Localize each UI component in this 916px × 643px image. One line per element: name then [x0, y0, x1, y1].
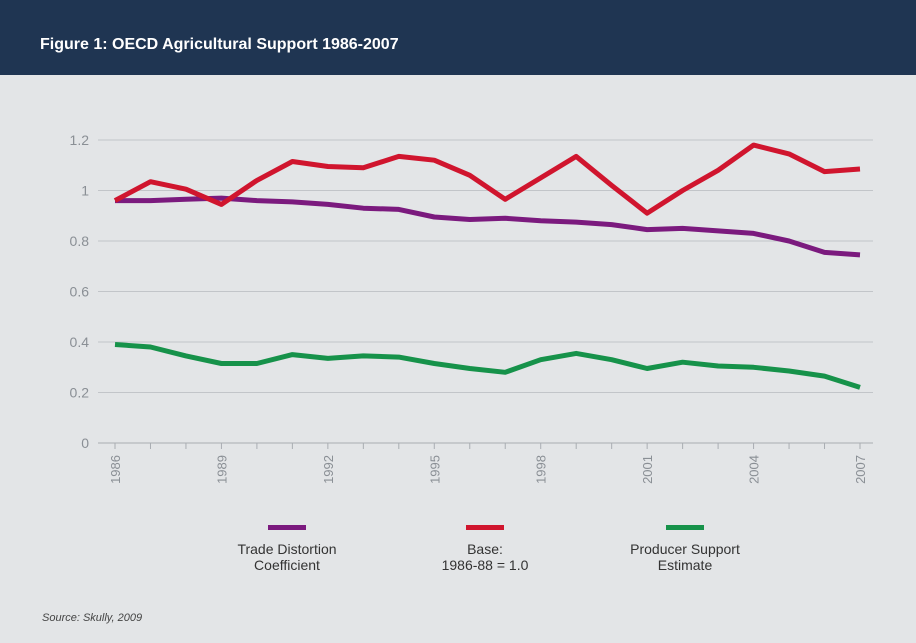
y-tick-label: 0.4 — [70, 334, 90, 350]
y-tick-label: 0.8 — [70, 233, 90, 249]
y-tick-label: 0 — [81, 435, 89, 451]
x-tick-label: 1995 — [427, 455, 442, 484]
legend-swatch-base — [466, 525, 504, 530]
legend-label-base: Base: 1986-88 = 1.0 — [441, 541, 529, 573]
x-tick-label: 1992 — [321, 455, 336, 484]
figure-header: Figure 1: OECD Agricultural Support 1986… — [0, 0, 916, 75]
figure-title: Figure 1: OECD Agricultural Support 1986… — [40, 36, 399, 53]
x-tick-label: 2004 — [747, 455, 762, 484]
series-line-base — [113, 142, 861, 216]
x-tick-label: 2001 — [640, 455, 655, 484]
legend-item-producer-support: Producer Support Estimate — [575, 525, 795, 573]
y-tick-label: 0.6 — [70, 284, 90, 300]
x-tick-label: 1989 — [214, 455, 229, 484]
legend-swatch-producer-support — [666, 525, 704, 530]
y-tick-label: 1.2 — [70, 132, 90, 148]
source-note: Source: Skully, 2009 — [42, 612, 143, 624]
x-tick-label: 1986 — [108, 455, 123, 484]
y-tick-label: 1 — [81, 183, 89, 199]
legend-label-trade-distortion: Trade Distortion Coefficient — [237, 541, 337, 573]
series-line-trade-distortion — [115, 195, 861, 258]
y-tick-label: 0.2 — [70, 385, 90, 401]
x-tick-label: 2007 — [853, 455, 868, 484]
legend-label-producer-support: Producer Support Estimate — [630, 541, 740, 573]
series-line-producer-support — [114, 342, 861, 390]
x-tick-label: 1998 — [534, 455, 549, 484]
legend-item-trade-distortion: Trade Distortion Coefficient — [177, 525, 397, 573]
legend-item-base: Base: 1986-88 = 1.0 — [375, 525, 595, 573]
legend-swatch-trade-distortion — [268, 525, 306, 530]
